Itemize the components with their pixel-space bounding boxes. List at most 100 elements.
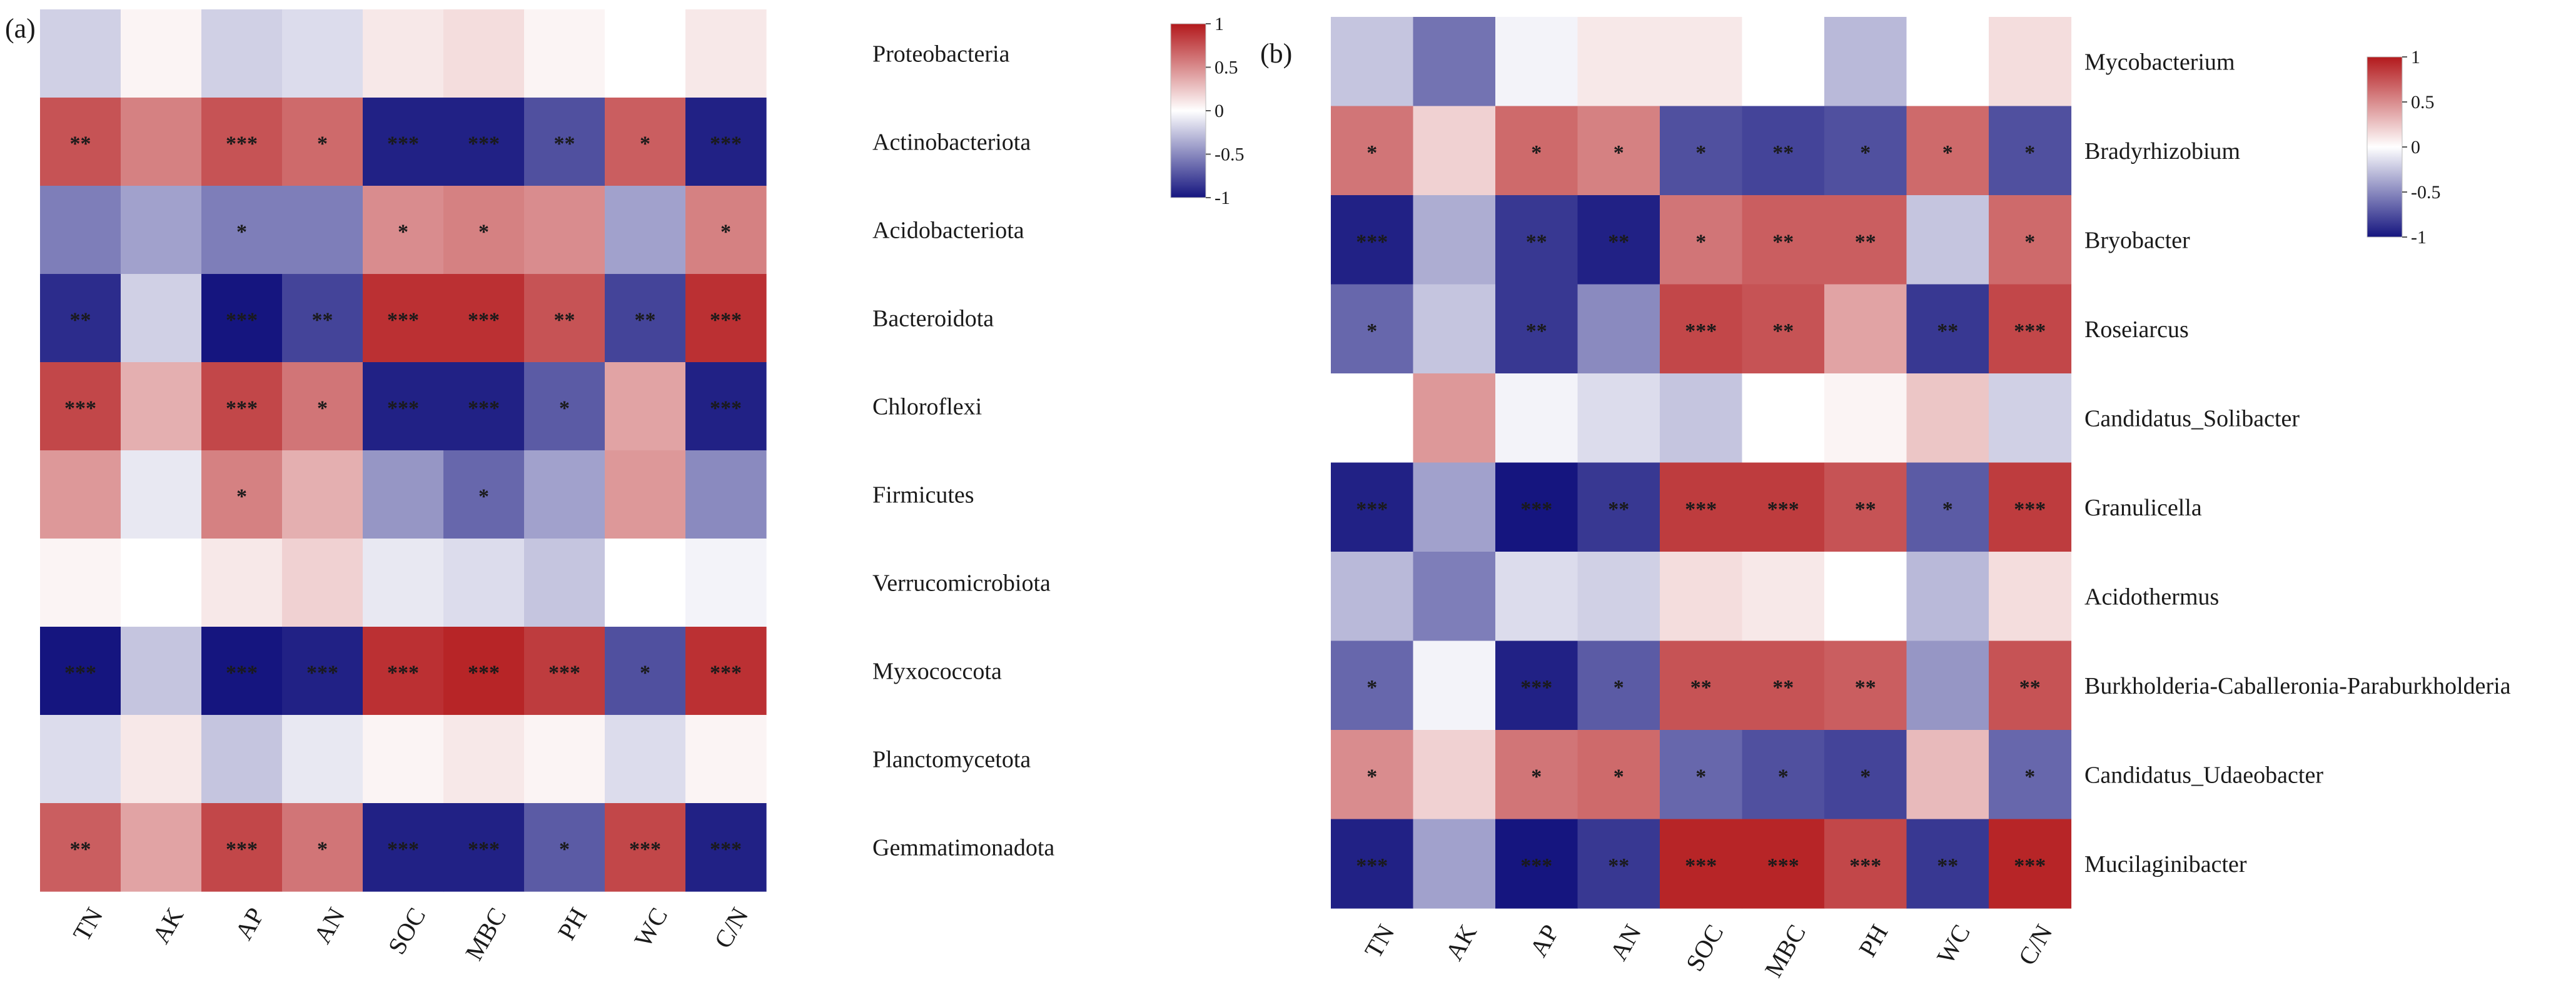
significance-mark: *** [1685,498,1717,521]
heatmap-cell [1660,552,1743,642]
row-label: Candidatus_Udaeobacter [2084,762,2323,788]
heatmap-cell [40,98,121,186]
row-label: Myxococcota [872,659,1002,685]
heatmap-cell [121,539,202,627]
significance-mark: *** [2014,498,2046,521]
heatmap-cell [1824,195,1907,285]
heatmap-cell [1577,195,1660,285]
heatmap-cell [1331,819,1414,909]
heatmap-cell [1824,730,1907,820]
heatmap-cell [282,98,363,186]
heatmap-cell [1413,106,1496,196]
significance-mark: *** [1356,230,1388,253]
column-label: SOC [1680,919,1729,976]
significance-mark: *** [387,397,419,420]
significance-mark: *** [2014,320,2046,343]
heatmap-cell [282,362,363,451]
heatmap-cell [282,9,363,98]
heatmap-cell [282,450,363,539]
heatmap-cell [201,186,283,275]
heatmap-cell [1660,106,1743,196]
heatmap-cell [1331,284,1414,374]
heatmap-cell [605,539,686,627]
significance-mark: *** [387,133,419,156]
heatmap-cell [1413,640,1496,731]
column-label: C/N [2013,919,2058,969]
significance-mark: * [1531,765,1542,788]
row-label: Bradyrhizobium [2084,138,2240,164]
significance-mark: ** [1526,230,1547,253]
heatmap-cell [524,9,605,98]
significance-mark: *** [468,133,500,156]
heatmap-cell [1331,195,1414,285]
heatmap-cell [1331,730,1414,820]
significance-mark: * [2024,765,2035,788]
significance-mark: *** [64,662,96,685]
heatmap-cell [282,274,363,363]
panel-label: (a) [5,13,36,44]
significance-mark: * [1614,765,1624,788]
heatmap-cell [1742,17,1825,107]
row-label: Bryobacter [2084,227,2190,253]
row-label: Planctomycetota [872,747,1031,773]
heatmap-cell [1495,17,1578,107]
significance-mark: ** [1855,498,1876,521]
heatmap-cell [201,98,283,186]
significance-mark: ** [1937,320,1958,343]
significance-mark: *** [1520,676,1552,699]
significance-mark: *** [226,397,258,420]
significance-mark: * [1860,141,1871,164]
significance-mark: *** [1356,854,1388,878]
heatmap-cell [282,803,363,892]
heatmap-cell [201,9,283,98]
heatmap-cell [1660,373,1743,463]
heatmap-cell [1660,730,1743,820]
heatmap-cell [363,539,444,627]
heatmap-cell [40,715,121,804]
significance-mark: * [1366,320,1377,343]
heatmap-cell [282,539,363,627]
heatmap-cell [524,98,605,186]
heatmap-cell [121,98,202,186]
significance-mark: ** [1772,676,1794,699]
heatmap-cell [1577,373,1660,463]
heatmap-cell [685,362,767,451]
heatmap-cell [1331,17,1414,107]
significance-mark: *** [1520,854,1552,878]
heatmap-cell [363,98,444,186]
significance-mark: *** [548,662,580,685]
heatmap-cell [443,274,525,363]
heatmap-cell [40,274,121,363]
significance-mark: * [1531,141,1542,164]
significance-mark: *** [1849,854,1881,878]
heatmap-cell [1577,640,1660,731]
heatmap-cell [1495,640,1578,731]
heatmap-cell [685,803,767,892]
heatmap-cell [1331,106,1414,196]
heatmap-cell [1577,106,1660,196]
heatmap-cell [605,186,686,275]
heatmap-cell [1413,284,1496,374]
heatmap-cell [1742,106,1825,196]
heatmap-cell [1824,819,1907,909]
column-label: AK [146,903,189,948]
heatmap-cell [1495,284,1578,374]
column-label: AN [1604,919,1647,965]
significance-mark: * [559,838,570,861]
column-label: PH [1853,919,1894,961]
row-label: Chloroflexi [872,394,982,420]
heatmap-cell [363,362,444,451]
significance-mark: *** [226,309,258,332]
heatmap-cell [443,186,525,275]
heatmap-cell [363,9,444,98]
heatmap-cell [40,539,121,627]
heatmap-cell [1742,552,1825,642]
column-label: AK [1440,919,1482,965]
significance-mark: ** [635,309,656,332]
significance-mark: * [640,133,650,156]
heatmap-cell [1413,819,1496,909]
legend-tick-label: -0.5 [2411,182,2441,203]
significance-mark: * [478,485,489,509]
heatmap-cell [605,803,686,892]
row-label: Verrucomicrobiota [872,570,1051,597]
